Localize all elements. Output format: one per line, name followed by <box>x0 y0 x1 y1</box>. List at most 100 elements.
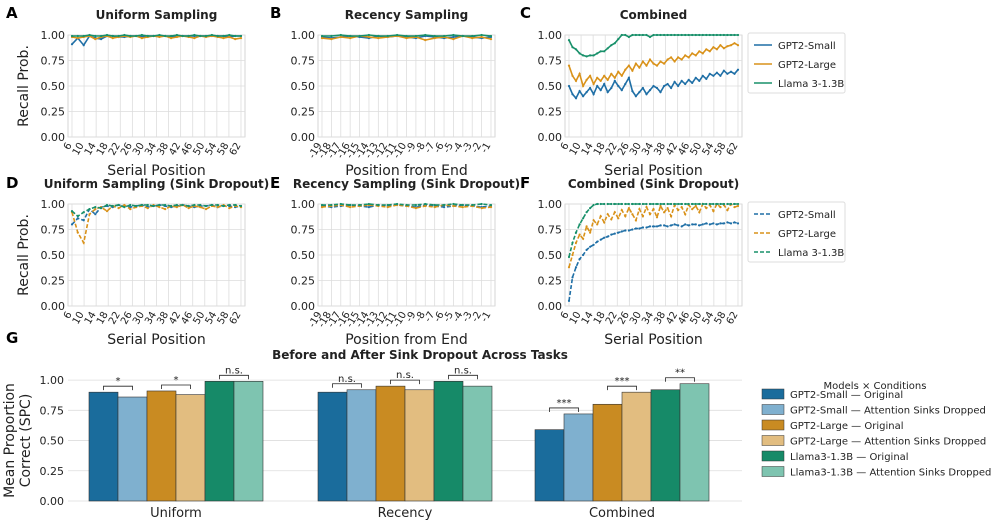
data-point <box>216 206 219 209</box>
legend-swatch <box>761 450 785 462</box>
y-tick-label: 1.00 <box>538 198 563 211</box>
data-point <box>631 202 634 206</box>
y-axis-label: Mean ProportionCorrect (SPC) <box>2 383 34 498</box>
x-tick-label: -2 <box>470 310 485 324</box>
data-point <box>666 207 669 210</box>
data-point <box>663 62 666 65</box>
data-point <box>701 74 704 77</box>
x-tick-label: 62 <box>228 141 244 158</box>
data-point <box>471 34 474 38</box>
data-point <box>698 224 701 227</box>
data-point <box>680 58 683 61</box>
x-axis-label: Serial Position <box>604 163 703 179</box>
legend-swatch <box>761 419 785 431</box>
data-point <box>585 248 588 251</box>
data-point <box>606 202 609 206</box>
data-point <box>367 35 370 39</box>
data-point <box>193 33 196 37</box>
data-point <box>736 44 740 47</box>
data-point <box>638 91 641 94</box>
data-point <box>599 202 602 206</box>
data-point <box>677 209 680 212</box>
y-axis-label-line: Correct (SPC) <box>18 394 34 488</box>
data-point <box>617 217 620 220</box>
data-point <box>88 208 91 211</box>
data-point <box>578 233 581 236</box>
data-point <box>76 217 79 220</box>
data-point <box>603 74 606 77</box>
legend-label: Llama3-1.3B — Original <box>790 452 909 463</box>
y-tick-label: 1.00 <box>40 374 65 387</box>
data-point <box>585 211 588 214</box>
bar <box>679 383 710 502</box>
bar <box>233 380 264 502</box>
data-point <box>443 203 446 207</box>
data-point <box>684 223 687 226</box>
data-point <box>158 203 161 207</box>
data-point <box>320 34 324 38</box>
data-point <box>659 224 662 227</box>
data-point <box>589 86 592 90</box>
data-point <box>158 206 161 209</box>
data-point <box>210 33 213 37</box>
data-point <box>567 299 571 302</box>
data-point <box>489 38 493 41</box>
data-point <box>705 48 708 51</box>
y-tick-label: 1.00 <box>291 29 316 42</box>
bar <box>204 380 235 502</box>
data-point <box>367 206 370 209</box>
data-point <box>234 203 237 207</box>
data-point <box>94 208 97 211</box>
data-point <box>452 38 455 41</box>
data-point <box>641 60 645 63</box>
data-point <box>105 203 109 207</box>
data-point <box>627 76 631 79</box>
y-tick-label: 0.50 <box>538 80 563 93</box>
y-axis-label: Recall Prob. <box>16 45 32 127</box>
x-tick-label: -7 <box>423 310 438 324</box>
data-point <box>100 207 103 210</box>
y-tick-label: 0.00 <box>291 131 316 144</box>
panel-letter-b: B <box>270 4 281 22</box>
legend-label: GPT2-Large <box>778 229 836 240</box>
x-tick-label: 6 <box>559 141 572 152</box>
significance-label: n.s. <box>225 365 243 376</box>
data-point <box>117 207 120 210</box>
data-point <box>592 82 595 86</box>
data-point <box>571 46 574 49</box>
y-tick-label: 0.00 <box>291 300 316 313</box>
data-point <box>603 82 606 86</box>
data-point <box>698 202 701 206</box>
data-point <box>617 70 620 73</box>
data-point <box>677 202 680 206</box>
data-point <box>627 64 631 67</box>
data-point <box>170 34 173 38</box>
x-tick-label: 62 <box>725 141 741 158</box>
legend-label: GPT2-Small — Original <box>790 390 903 401</box>
x-tick-label: 6 <box>559 310 572 321</box>
data-point <box>624 68 627 71</box>
data-point <box>204 34 208 38</box>
panel-letter-d: D <box>6 174 18 192</box>
legend-swatch <box>761 435 785 446</box>
data-point <box>634 95 638 98</box>
bar <box>117 396 148 502</box>
data-point <box>691 33 694 37</box>
y-tick-label: 1.00 <box>538 29 563 42</box>
data-point <box>386 203 389 207</box>
data-point <box>596 202 599 206</box>
y-tick-label: 0.00 <box>41 131 66 144</box>
data-point <box>670 202 673 206</box>
data-point <box>663 84 666 88</box>
data-point <box>694 223 697 226</box>
data-point <box>123 206 126 209</box>
data-point <box>596 240 599 243</box>
data-point <box>589 54 592 57</box>
x-tick-label: -6 <box>432 141 447 155</box>
data-point <box>613 76 616 79</box>
data-point <box>631 33 634 37</box>
x-axis-label: Position from End <box>345 332 468 348</box>
y-tick-label: 0.75 <box>291 224 316 237</box>
data-point <box>663 211 666 214</box>
data-point <box>666 58 669 61</box>
